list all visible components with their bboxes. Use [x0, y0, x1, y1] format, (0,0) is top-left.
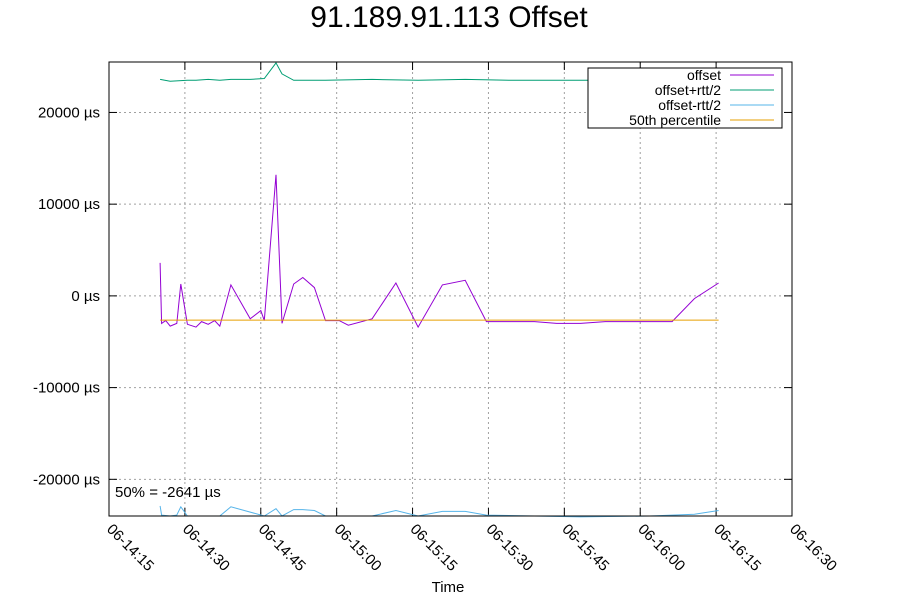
y-tick-label: 0 µs: [71, 288, 100, 305]
y-tick-label: -20000 µs: [33, 471, 100, 488]
x-axis-label: Time: [432, 579, 465, 596]
chart-title: 91.189.91.113 Offset: [310, 1, 588, 34]
y-tick-label: 20000 µs: [38, 104, 100, 121]
legend-label: offset: [687, 67, 721, 83]
legend-label: offset+rtt/2: [655, 82, 721, 98]
y-tick-label: -10000 µs: [33, 380, 100, 397]
y-axis-ticks: 20000 µs 10000 µs 0 µs -10000 µs -20000 µs: [33, 104, 792, 488]
legend-label: offset-rtt/2: [658, 97, 721, 113]
series-line-offset-rtt-2: [160, 61, 719, 82]
grid: [109, 62, 792, 516]
legend-label: 50th percentile: [629, 112, 721, 128]
median-annotation: 50% = -2641 µs: [115, 484, 221, 501]
series-line-offset: [159, 174, 719, 329]
plot-border: [108, 61, 793, 517]
y-tick-label: 10000 µs: [38, 196, 100, 213]
legend-box: [587, 67, 783, 129]
